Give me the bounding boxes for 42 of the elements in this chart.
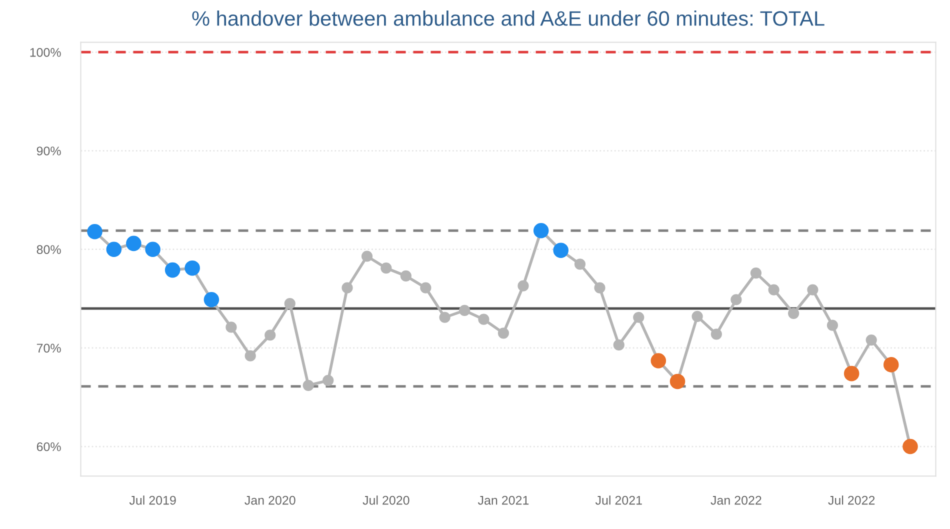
- point: [264, 330, 276, 341]
- point: [692, 310, 703, 322]
- point: [826, 320, 838, 331]
- chart-title: % handover between ambulance and A&E under 60 minutes: TOTAL: [192, 10, 824, 26]
- point: [768, 284, 780, 296]
- point: [284, 298, 296, 310]
- point: [574, 258, 586, 270]
- x-tick-label: Jan 2022: [710, 496, 762, 505]
- point: [244, 350, 256, 362]
- point: [594, 282, 606, 294]
- point: [302, 380, 314, 391]
- point: [498, 328, 510, 339]
- point: [420, 282, 432, 294]
- x-tick-label: Jul 2020: [362, 496, 410, 505]
- point: [730, 294, 742, 306]
- point: [633, 312, 644, 323]
- y-tick-label: 70%: [36, 344, 61, 353]
- point: [226, 322, 237, 333]
- point: [322, 374, 334, 386]
- x-tick-label: Jul 2021: [595, 496, 642, 505]
- point: [400, 270, 412, 282]
- x-tick-label: Jan 2021: [478, 496, 529, 505]
- point: [613, 339, 624, 351]
- point: [361, 250, 373, 262]
- point: [459, 304, 470, 316]
- y-tick-label: 90%: [36, 146, 61, 156]
- point: [750, 267, 762, 279]
- point: [788, 308, 800, 319]
- point: [710, 328, 722, 340]
- y-tick-label: 80%: [36, 245, 61, 254]
- point: [518, 280, 529, 292]
- y-tick-label: 100%: [30, 48, 61, 57]
- point: [380, 262, 392, 274]
- point: [439, 312, 450, 323]
- point: [478, 314, 490, 325]
- x-tick-label: Jul 2022: [828, 496, 875, 505]
- point: [342, 282, 353, 294]
- x-tick-label: Jul 2019: [129, 496, 176, 505]
- point: [866, 334, 877, 346]
- x-tick-label: Jan 2020: [244, 496, 296, 505]
- y-tick-label: 60%: [36, 442, 61, 452]
- point: [807, 284, 818, 296]
